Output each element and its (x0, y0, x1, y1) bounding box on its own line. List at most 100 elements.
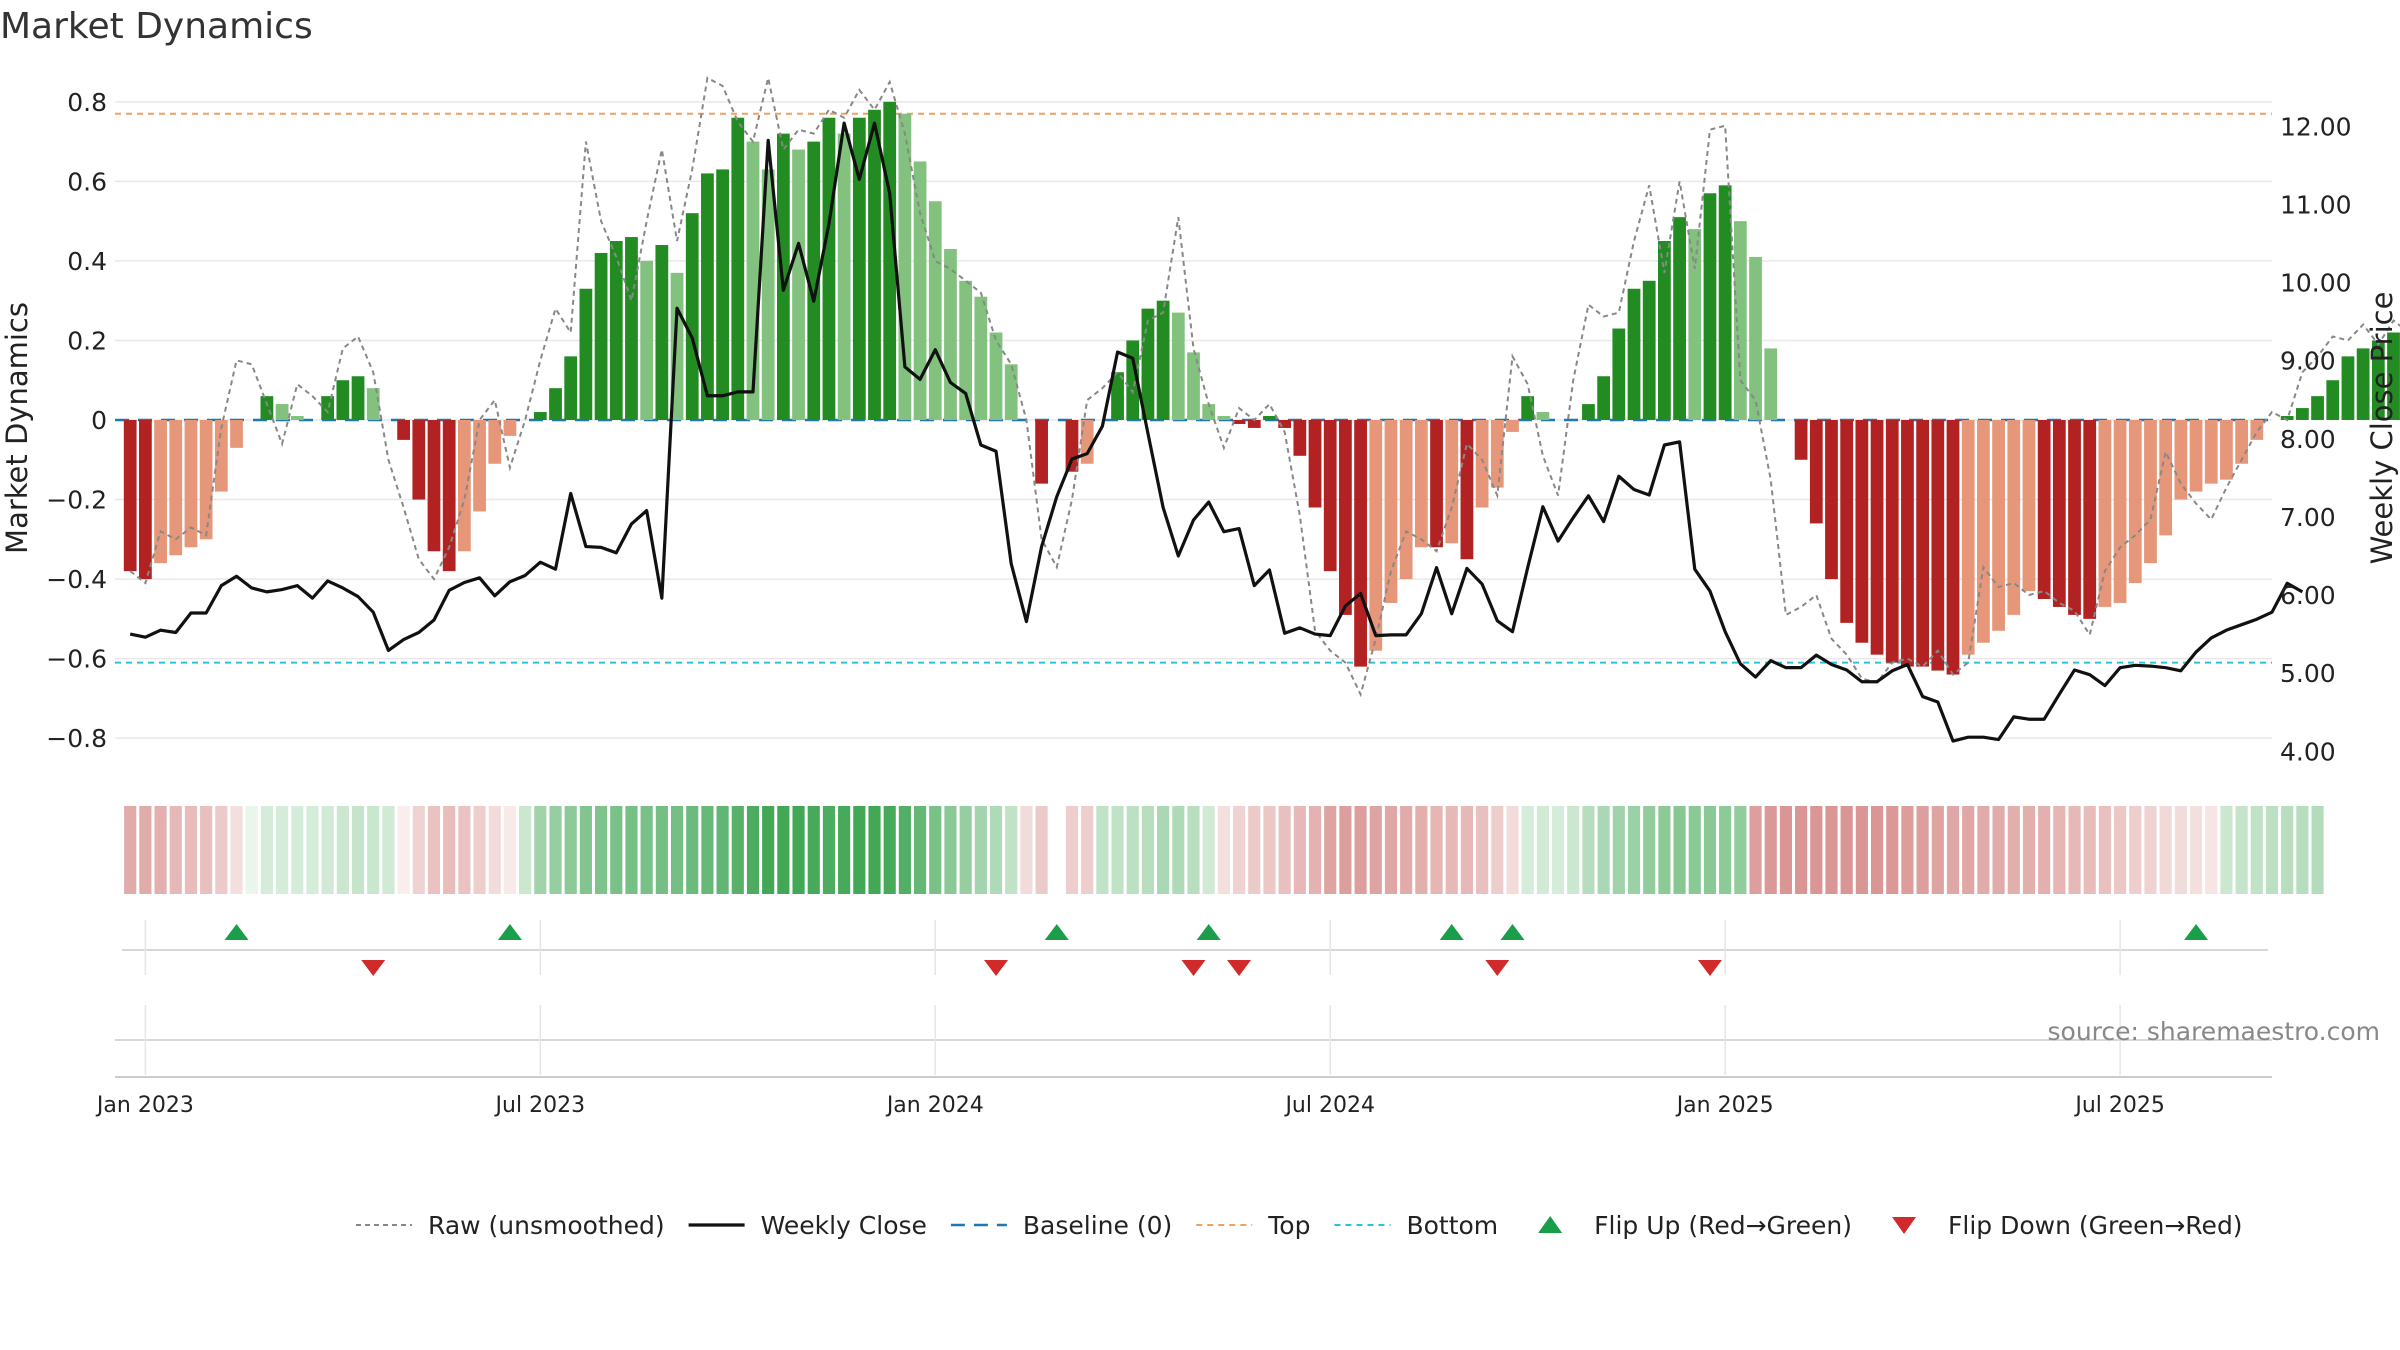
band-cell-139 (2235, 806, 2248, 894)
bar-24 (488, 420, 502, 464)
bar-54 (944, 248, 957, 420)
bar-69 (1171, 312, 1185, 420)
bar-28 (549, 388, 562, 420)
band-cell-42 (762, 806, 775, 894)
band-cell-2 (154, 806, 167, 894)
legend-item-flip_down: Flip Down (Green→Red) (1892, 1211, 2243, 1240)
band-cell-82 (1369, 806, 1382, 894)
band-cell-66 (1126, 806, 1139, 894)
bar-137 (2204, 420, 2218, 484)
bar-145 (2326, 380, 2340, 420)
y-axis-label: Market Dynamics (0, 302, 34, 554)
bar-3 (169, 420, 183, 556)
bar-46 (822, 117, 836, 421)
bar-9 (260, 396, 274, 420)
bar-80 (1339, 420, 1352, 615)
bar-32 (609, 241, 623, 420)
close-line (129, 121, 2304, 743)
bar-40 (731, 117, 745, 421)
bar-5 (199, 420, 213, 540)
y2-tick-label-7: 5.00 (2280, 659, 2336, 688)
bar-146 (2341, 356, 2355, 420)
y2-axis-label: Weekly Close Price (2365, 292, 2399, 565)
band-cell-26 (519, 806, 532, 894)
bar-91 (1506, 420, 1519, 432)
band-cell-78 (1308, 806, 1322, 894)
band-cell-117 (1901, 806, 1914, 894)
bar-84 (1399, 420, 1413, 580)
band-cell-127 (2053, 806, 2066, 894)
bar-13 (321, 396, 335, 420)
band-cell-20 (427, 806, 441, 894)
bar-44 (792, 149, 805, 420)
band-cell-22 (458, 806, 471, 894)
band-cell-67 (1141, 806, 1155, 894)
legend-label-flip_down: Flip Down (Green→Red) (1948, 1211, 2243, 1240)
close-series (129, 121, 2304, 743)
raw-series (129, 76, 2400, 698)
legend-item-bottom: Bottom (1334, 1211, 1498, 1240)
band-cell-70 (1187, 806, 1200, 894)
legend-item-top: Top (1196, 1211, 1310, 1240)
flip-up-marker-4 (1439, 924, 1464, 940)
bar-143 (2296, 408, 2309, 420)
band-cell-48 (853, 806, 866, 894)
bar-132 (2128, 420, 2142, 584)
band-cell-108 (1764, 806, 1777, 894)
bar-75 (1263, 416, 1276, 420)
band-cell-7 (230, 806, 243, 894)
flip-down-marker-0 (361, 960, 386, 976)
bar-6 (214, 420, 228, 492)
band-cell-118 (1916, 806, 1929, 894)
bar-96 (1582, 404, 1595, 420)
band-cell-107 (1749, 806, 1762, 894)
band-cell-18 (397, 806, 410, 894)
bar-138 (2220, 420, 2233, 480)
band-cell-73 (1232, 806, 1246, 894)
band-cell-92 (1521, 806, 1534, 894)
band-cell-125 (2022, 806, 2036, 894)
bar-126 (2037, 420, 2051, 599)
bar-20 (427, 420, 441, 552)
band-cell-34 (640, 806, 653, 894)
regime-band (124, 806, 2324, 894)
y-tick-label-7: −0.6 (46, 645, 107, 674)
bar-52 (913, 161, 927, 420)
band-cell-133 (2144, 806, 2157, 894)
band-cell-71 (1202, 806, 1215, 894)
band-cell-54 (944, 806, 957, 894)
bar-31 (594, 252, 608, 420)
band-cell-132 (2129, 806, 2142, 894)
band-cell-75 (1263, 806, 1276, 894)
band-cell-51 (898, 806, 911, 894)
y-tick-label-5: −0.2 (46, 486, 107, 515)
band-cell-4 (184, 806, 198, 894)
bar-129 (2083, 420, 2097, 619)
band-cell-74 (1248, 806, 1261, 894)
bar-110 (1794, 420, 1808, 460)
bar-112 (1825, 420, 1838, 580)
band-cell-11 (291, 806, 304, 894)
bar-121 (1961, 420, 1975, 655)
empty-panel (115, 1005, 2272, 1075)
bar-68 (1156, 300, 1170, 420)
band-cell-104 (1703, 806, 1717, 894)
bar-124 (2007, 420, 2021, 615)
band-cell-39 (716, 806, 729, 894)
band-cell-97 (1597, 806, 1610, 894)
band-cell-62 (1065, 806, 1079, 894)
band-cell-101 (1658, 806, 1671, 894)
band-cell-136 (2189, 806, 2203, 894)
bar-72 (1217, 416, 1231, 420)
bar-70 (1187, 352, 1200, 420)
band-cell-84 (1400, 806, 1413, 894)
y-tick-label-0: 0.8 (67, 88, 107, 117)
x-tick-label-5: Jul 2025 (2073, 1093, 2165, 1118)
band-cell-14 (336, 806, 349, 894)
bar-49 (868, 109, 881, 420)
band-cell-24 (488, 806, 501, 894)
flip-markers-panel (122, 920, 2268, 976)
band-cell-35 (655, 806, 668, 894)
band-cell-47 (838, 806, 851, 894)
band-cell-57 (989, 806, 1003, 894)
